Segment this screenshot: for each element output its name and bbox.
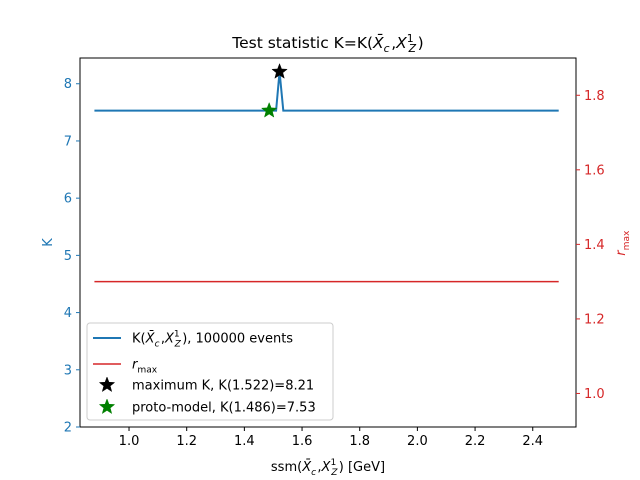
- x-axis-label: ssm(X̄c ,X1 Z ) [GeV]: [271, 458, 385, 478]
- plot-frame: [79, 57, 577, 428]
- y-right-tick-label: 1.0: [584, 387, 605, 402]
- y-left-tick-label: 2: [64, 421, 72, 436]
- y-right-tick-label: 1.4: [584, 238, 605, 253]
- y-left-tick-label: 3: [64, 363, 72, 378]
- proto-model-star: [260, 101, 278, 118]
- x-tick-label: 2.2: [465, 434, 486, 449]
- max-k-star: [271, 63, 288, 79]
- k-series-line: [94, 71, 559, 112]
- y-left-tick-label: 7: [64, 134, 72, 149]
- x-tick-label: 2.0: [407, 434, 428, 449]
- y-right-tick-label: 1.8: [584, 89, 605, 104]
- legend-label: rmax: [132, 358, 158, 376]
- x-tick-label: 1.0: [119, 434, 140, 449]
- y-left-tick-label: 4: [64, 306, 72, 321]
- x-tick-label: 1.4: [234, 434, 255, 449]
- y-right-axis-label: rmax: [614, 229, 632, 255]
- legend-label: proto-model, K(1.486)=7.53: [132, 401, 316, 416]
- chart-title: Test statistic K=K(X̄c ,X1 Z ): [231, 32, 423, 55]
- y-left-tick-label: 6: [64, 192, 72, 207]
- legend: K(X̄c ,X1 Z ), 100000 events rmax maximum …: [86, 322, 334, 421]
- legend-star-3: [98, 398, 116, 415]
- x-tick-label: 2.4: [522, 434, 543, 449]
- x-tick-label: 1.6: [292, 434, 313, 449]
- x-tick-label: 1.2: [176, 434, 197, 449]
- legend-star-2: [98, 376, 116, 393]
- y-left-tick-label: 8: [64, 77, 72, 92]
- legend-label: maximum K, K(1.522)=8.21: [132, 379, 314, 394]
- x-tick-label: 1.8: [349, 434, 370, 449]
- legend-label: K(X̄c ,X1 Z ), 100000 events: [132, 330, 293, 350]
- y-left-tick-label: 5: [64, 249, 72, 264]
- y-right-tick-label: 1.2: [584, 312, 605, 327]
- y-right-tick-label: 1.6: [584, 163, 605, 178]
- y-left-axis-label: K: [41, 238, 56, 247]
- legend-box: [86, 322, 334, 421]
